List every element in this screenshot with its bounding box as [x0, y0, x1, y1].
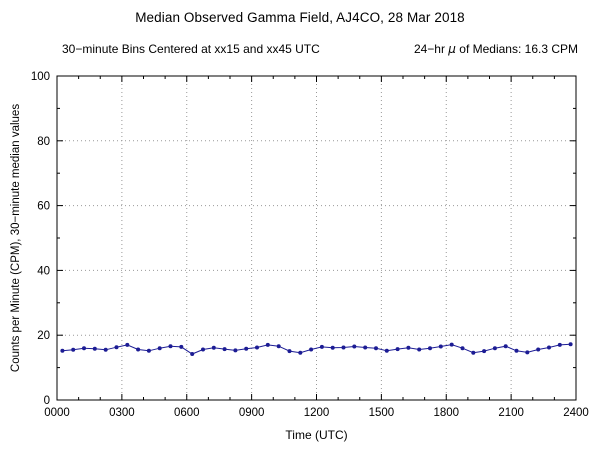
data-point [341, 345, 346, 350]
data-point [71, 347, 76, 352]
data-point [525, 350, 530, 355]
data-point [82, 346, 86, 351]
mu-symbol: μ [448, 42, 456, 56]
y-tick-label: 100 [31, 71, 50, 83]
data-point [374, 346, 378, 351]
data-point [536, 347, 541, 352]
data-point [471, 350, 476, 355]
subtitle-bins-text: 30−minute Bins Centered at xx15 and xx45… [62, 42, 320, 56]
data-point [211, 345, 216, 350]
data-point [201, 347, 205, 352]
data-point [298, 350, 303, 355]
data-point [460, 346, 465, 351]
data-point [406, 345, 411, 350]
x-tick-label: 1800 [433, 407, 459, 419]
subtitle-mean-prefix: 24−hr [413, 42, 449, 56]
data-point [568, 342, 573, 347]
data-point [125, 342, 130, 347]
data-point [222, 347, 227, 352]
data-point [395, 347, 400, 352]
x-tick-label: 1200 [304, 407, 330, 419]
data-point [287, 349, 292, 354]
y-axis-label: Counts per Minute (CPM), 30−minute media… [10, 103, 22, 373]
x-tick-label: 0600 [174, 407, 200, 419]
data-point [547, 345, 551, 350]
data-point [438, 344, 443, 349]
x-tick-label: 1500 [369, 407, 395, 419]
data-point [384, 348, 389, 353]
data-point [136, 347, 141, 352]
x-tick-label: 2400 [563, 407, 589, 419]
data-point [514, 348, 519, 353]
data-point [255, 345, 259, 350]
data-point [449, 342, 454, 347]
y-tick-label: 60 [37, 201, 50, 213]
data-point [557, 342, 562, 347]
data-point [330, 345, 335, 350]
data-point [233, 348, 238, 353]
data-point [492, 346, 497, 351]
data-point [244, 346, 249, 351]
y-tick-label: 80 [37, 136, 50, 148]
data-point [309, 347, 314, 352]
x-tick-label: 0900 [239, 407, 265, 419]
data-point [428, 346, 432, 351]
subtitle-mean-suffix: of Medians: 16.3 CPM [455, 42, 578, 56]
data-point [363, 345, 368, 350]
chart-subtitle: 30−minute Bins Centered at xx15 and xx45… [62, 42, 578, 56]
subtitle-mean-text: 24−hr μ of Medians: 16.3 CPM [414, 42, 578, 56]
x-tick-label: 0300 [109, 407, 135, 419]
data-point [60, 348, 65, 353]
data-point [265, 342, 270, 347]
chart-title: Median Observed Gamma Field, AJ4CO, 28 M… [135, 10, 465, 25]
data-point [103, 347, 108, 352]
data-point [146, 348, 151, 353]
data-point [114, 345, 119, 350]
data-point [482, 349, 487, 354]
data-point [352, 344, 357, 349]
data-point [92, 346, 97, 351]
x-tick-label: 0000 [44, 407, 70, 419]
y-tick-label: 40 [37, 265, 50, 277]
data-point [319, 344, 324, 349]
data-point [157, 346, 162, 351]
y-tick-label: 20 [37, 330, 50, 342]
data-point [168, 344, 173, 349]
y-tick-label: 0 [44, 395, 50, 407]
data-point [503, 344, 508, 349]
data-point [190, 352, 195, 356]
data-point [417, 347, 422, 352]
x-tick-label: 2100 [498, 407, 524, 419]
x-axis-label: Time (UTC) [285, 428, 348, 442]
data-point [179, 344, 184, 349]
data-point [276, 344, 281, 349]
